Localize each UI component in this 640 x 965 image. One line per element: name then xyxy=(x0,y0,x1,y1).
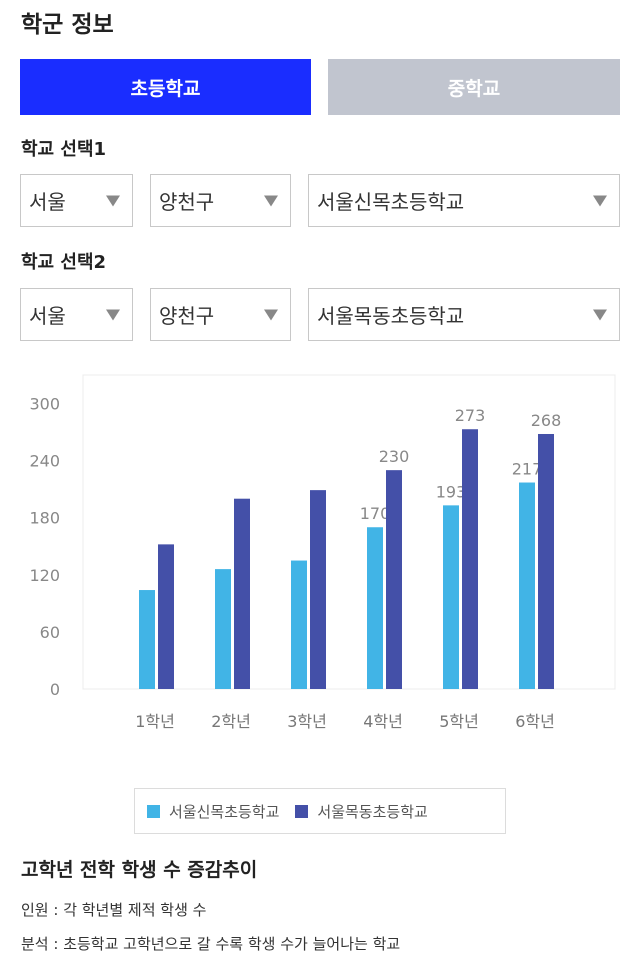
y-tick-label: 240 xyxy=(29,452,60,471)
legend-item-series2[interactable]: 서울목동초등학교 xyxy=(295,801,428,822)
chevron-down-icon xyxy=(106,309,120,320)
school-select-2-label: 학교 선택2 xyxy=(21,252,107,273)
y-tick-label: 180 xyxy=(29,509,60,528)
legend-swatch xyxy=(147,804,160,818)
tab-elementary[interactable]: 초등학교 xyxy=(20,59,311,115)
chevron-down-icon xyxy=(264,195,278,206)
chart: 0 60 120 180 240 300 1학년 2학년 3학년 4학년 5학년 6학년 170 193 2… xyxy=(0,360,640,760)
legend-label: 서울신목초등학교 xyxy=(169,802,280,821)
bar-series1 xyxy=(139,590,155,689)
bar-series1 xyxy=(519,482,535,689)
y-tick-label: 120 xyxy=(29,566,60,585)
city-select-1-value: 서울 xyxy=(29,190,66,214)
district-select-1-value: 양천구 xyxy=(159,190,215,214)
bar-series2 xyxy=(158,544,174,689)
x-tick-label: 6학년 xyxy=(515,712,555,731)
tab-middle[interactable]: 중학교 xyxy=(328,59,620,115)
legend-item-series1[interactable]: 서울신목초등학교 xyxy=(147,801,279,822)
bar-series2 xyxy=(310,490,326,689)
y-tick-label: 0 xyxy=(50,680,60,699)
bar-series2 xyxy=(234,498,250,689)
data-label: 217 xyxy=(512,460,543,479)
data-label: 170 xyxy=(360,504,391,523)
city-select-1[interactable]: 서울 xyxy=(20,174,133,227)
city-select-2[interactable]: 서울 xyxy=(20,288,133,341)
chevron-down-icon xyxy=(106,195,120,206)
data-label: 193 xyxy=(436,482,467,501)
data-label: 268 xyxy=(531,411,562,430)
x-tick-label: 4학년 xyxy=(363,712,403,731)
info-line-analysis: 분석 : 초등학교 고학년으로 갈 수록 학생 수가 늘어나는 학교 xyxy=(21,935,401,953)
info-line-count: 인원 : 각 학년별 제적 학생 수 xyxy=(21,901,207,919)
legend-label: 서울목동초등학교 xyxy=(317,802,428,821)
chevron-down-icon xyxy=(593,195,607,206)
bar-series1 xyxy=(443,505,459,689)
legend-swatch xyxy=(295,804,309,818)
district-select-2[interactable]: 양천구 xyxy=(150,288,291,341)
info-title: 고학년 전학 학생 수 증감추이 xyxy=(21,859,258,881)
bar-series2 xyxy=(386,470,402,689)
school-select-1[interactable]: 서울신목초등학교 xyxy=(308,174,620,227)
y-tick-label: 300 xyxy=(29,395,60,414)
page-title: 학군 정보 xyxy=(21,12,114,38)
school-select-1-label: 학교 선택1 xyxy=(21,139,107,160)
x-tick-label: 5학년 xyxy=(439,712,479,731)
district-select-2-value: 양천구 xyxy=(159,304,215,328)
bar-series2 xyxy=(538,433,554,689)
data-label: 230 xyxy=(379,447,410,466)
chevron-down-icon xyxy=(593,309,607,320)
x-tick-label: 2학년 xyxy=(211,712,251,731)
city-select-2-value: 서울 xyxy=(29,304,66,328)
data-label: 273 xyxy=(455,406,486,425)
y-tick-label: 60 xyxy=(40,623,60,642)
chevron-down-icon xyxy=(264,309,278,320)
bar-chart: 0 60 120 180 240 300 1학년 2학년 3학년 4학년 5학년 6학년 170 193 2… xyxy=(29,374,616,731)
chart-legend: 서울신목초등학교 서울목동초등학교 xyxy=(134,788,506,834)
bar-series2 xyxy=(462,429,478,689)
bar-series1 xyxy=(367,527,383,689)
x-tick-label: 1학년 xyxy=(135,712,175,731)
bar-series1 xyxy=(215,569,231,689)
district-select-1[interactable]: 양천구 xyxy=(150,174,291,227)
school-select-1-value: 서울신목초등학교 xyxy=(317,190,465,214)
plot-frame xyxy=(82,374,616,690)
school-select-2-value: 서울목동초등학교 xyxy=(317,304,465,328)
school-select-2[interactable]: 서울목동초등학교 xyxy=(308,288,620,341)
x-tick-label: 3학년 xyxy=(287,712,327,731)
bar-series1 xyxy=(291,560,307,689)
